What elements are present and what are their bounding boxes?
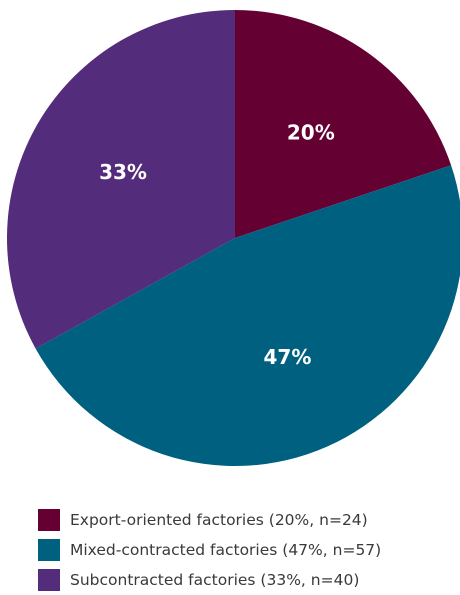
pie-slices	[6, 10, 460, 466]
pie-slice-mixed-contracted	[35, 165, 460, 466]
pie-slice-label-export-oriented: 20%	[287, 120, 335, 144]
legend-label-export-oriented: Export-oriented factories (20%, n=24)	[70, 511, 368, 529]
legend-swatch-export-oriented	[38, 509, 60, 531]
legend-swatch-mixed-contracted	[38, 539, 60, 561]
pie-slice-label-mixed-contracted: 47%	[264, 345, 312, 369]
legend-item-export-oriented: Export-oriented factories (20%, n=24)	[38, 505, 381, 535]
legend-label-mixed-contracted: Mixed-contracted factories (47%, n=57)	[70, 541, 382, 559]
legend-item-subcontracted: Subcontracted factories (33%, n=40)	[38, 565, 381, 595]
legend-swatch-subcontracted	[38, 569, 60, 591]
pie-slice-export-oriented	[235, 10, 452, 238]
pie-slice-labels: 20% 47% 33%	[99, 120, 335, 368]
pie-chart: 20% 47% 33%	[6, 10, 460, 466]
legend-item-mixed-contracted: Mixed-contracted factories (47%, n=57)	[38, 535, 381, 565]
legend-label-subcontracted: Subcontracted factories (33%, n=40)	[70, 571, 360, 589]
legend: Export-oriented factories (20%, n=24) Mi…	[38, 505, 381, 595]
pie-slice-subcontracted	[6, 10, 236, 349]
pie-slice-label-subcontracted: 33%	[99, 160, 147, 184]
